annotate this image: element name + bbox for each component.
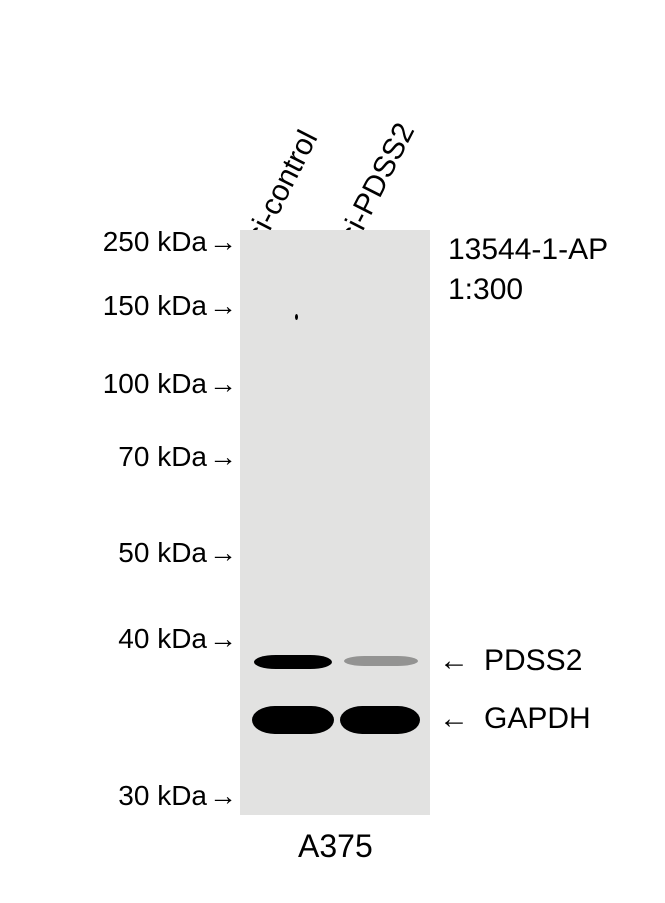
arrow-icon: → <box>209 368 237 400</box>
mw-30-text: 30 kDa <box>118 780 207 811</box>
mw-100-text: 100 kDa <box>103 368 207 399</box>
mw-70-text: 70 kDa <box>118 441 207 472</box>
band-pdss2-control <box>254 655 332 669</box>
mw-100: 100 kDa→ <box>62 368 237 400</box>
mw-250-text: 250 kDa <box>103 226 207 257</box>
arrow-icon: → <box>209 623 237 655</box>
speck <box>295 314 298 320</box>
mw-150-text: 150 kDa <box>103 290 207 321</box>
mw-70: 70 kDa→ <box>80 441 237 473</box>
arrow-icon: → <box>209 441 237 473</box>
arrow-left-icon: ← <box>439 702 469 736</box>
mw-50: 50 kDa→ <box>80 537 237 569</box>
band-gapdh-control <box>252 706 334 734</box>
arrow-icon: → <box>209 537 237 569</box>
arrow-icon: → <box>209 226 237 258</box>
band-label-pdss2: PDSS2 <box>484 644 582 678</box>
arrow-left-icon: ← <box>439 644 469 678</box>
western-blot-figure: si-control si-PDSS2 250 kDa→ 150 kDa→ 10… <box>0 0 665 903</box>
blot-membrane: WWW.PTGLAB.COM <box>240 230 430 815</box>
cell-line-label: A375 <box>298 828 373 865</box>
mw-250: 250 kDa→ <box>62 226 237 258</box>
arrow-icon: → <box>209 780 237 812</box>
mw-30: 30 kDa→ <box>80 780 237 812</box>
band-gapdh-kd <box>340 706 420 734</box>
mw-50-text: 50 kDa <box>118 537 207 568</box>
antibody-catalog: 13544-1-AP <box>448 233 608 267</box>
mw-40: 40 kDa→ <box>80 623 237 655</box>
band-label-gapdh: GAPDH <box>484 702 591 736</box>
mw-40-text: 40 kDa <box>118 623 207 654</box>
arrow-icon: → <box>209 290 237 322</box>
band-pdss2-kd <box>344 656 418 666</box>
antibody-dilution: 1:300 <box>448 273 523 307</box>
mw-150: 150 kDa→ <box>62 290 237 322</box>
